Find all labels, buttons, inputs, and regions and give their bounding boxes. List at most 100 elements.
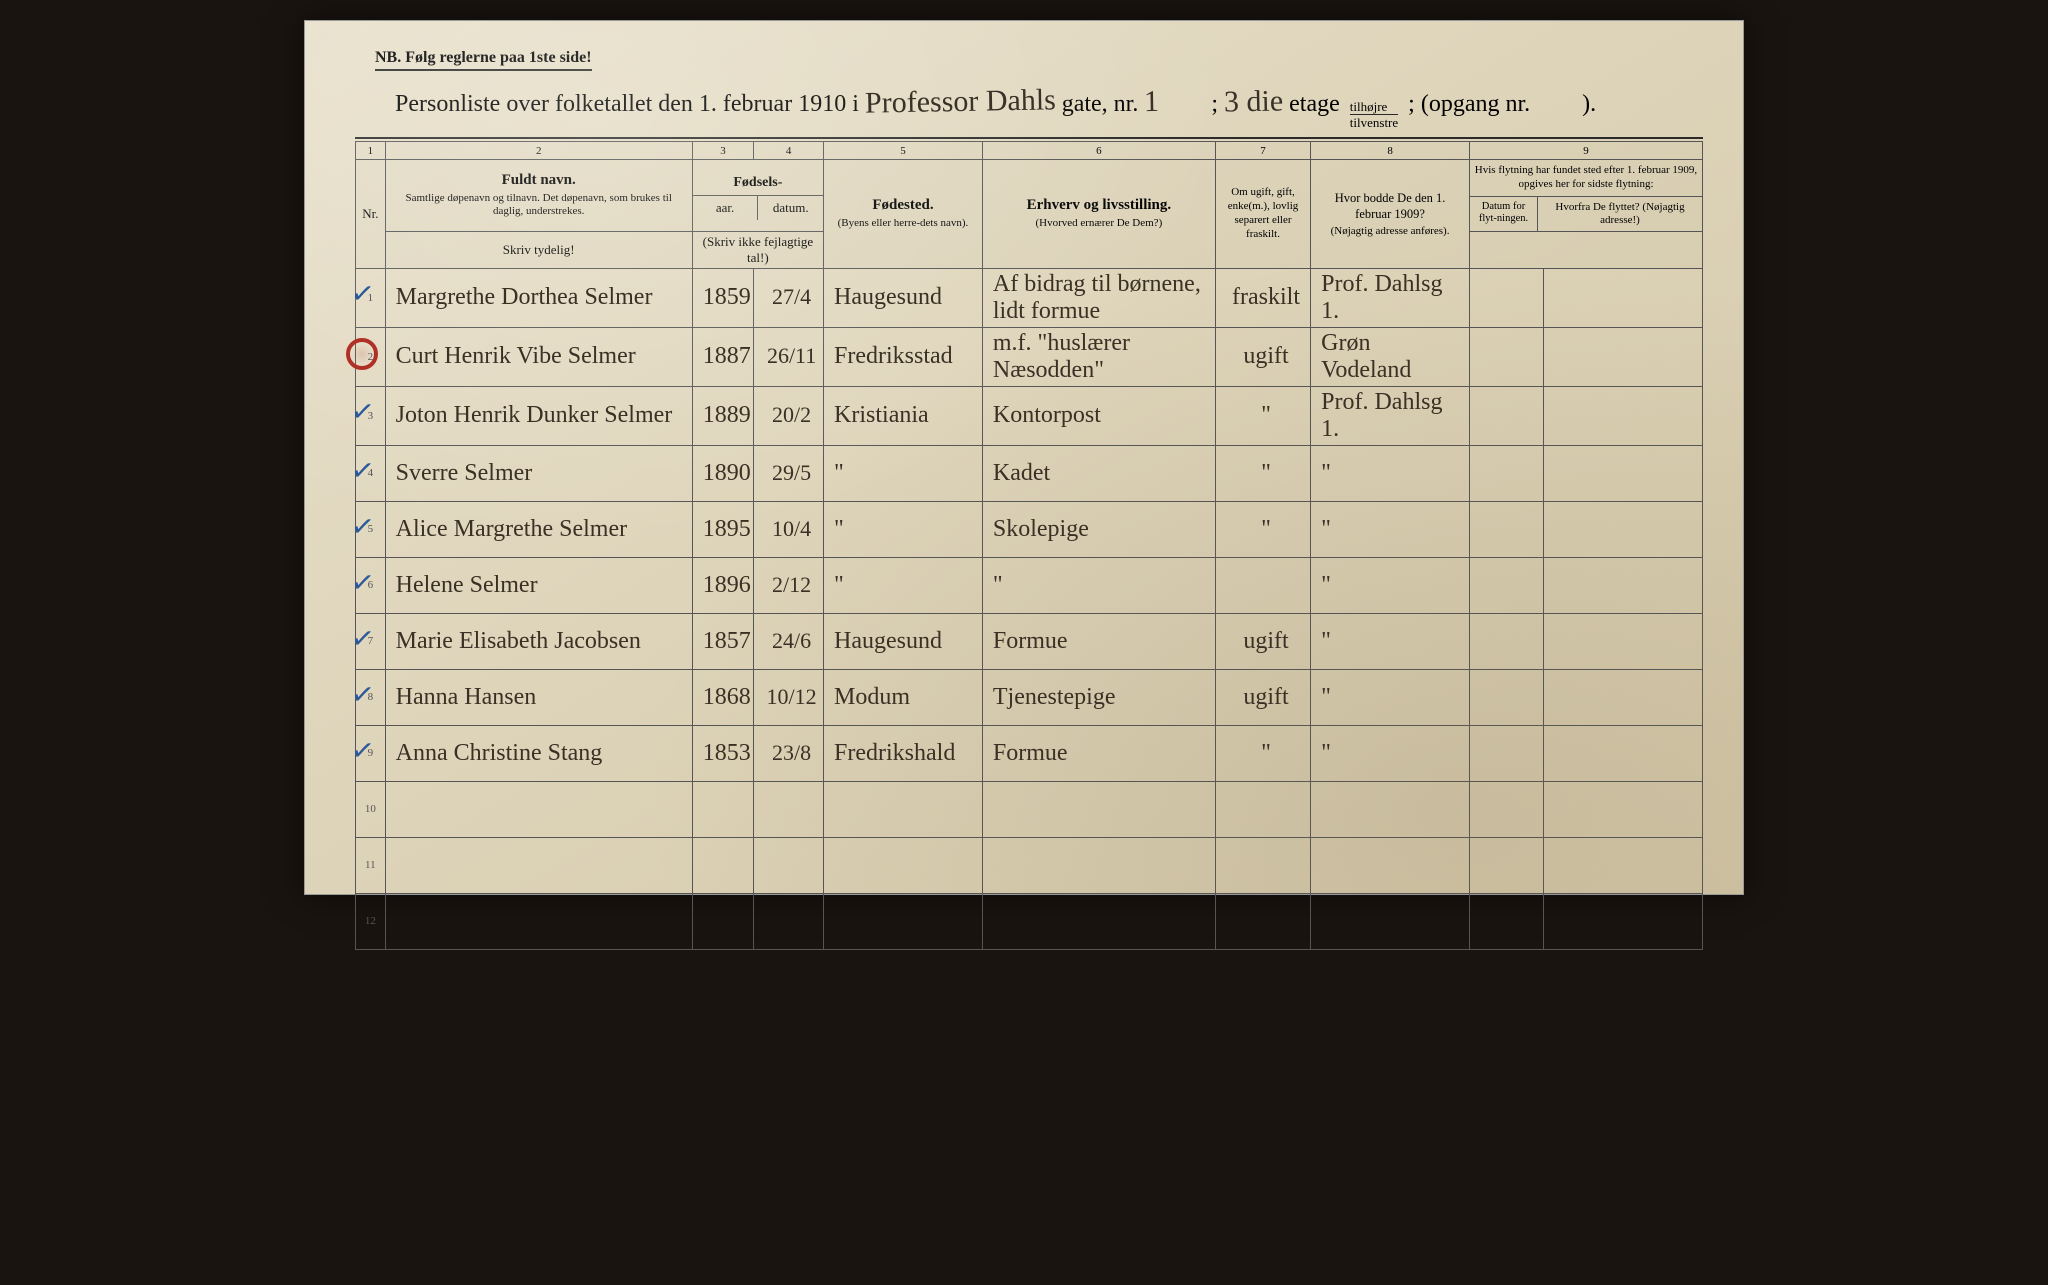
- cell-addr: [1311, 837, 1470, 893]
- cell-mar: ": [1215, 501, 1310, 557]
- cell-date: 23/8: [754, 725, 824, 781]
- row-number: 9✓: [356, 725, 386, 781]
- frac-top: tilhøjre: [1350, 100, 1398, 115]
- cell-mar: fraskilt: [1215, 268, 1310, 327]
- cell-year: 1859: [692, 268, 753, 327]
- census-page: NB. Følg reglerne paa 1ste side! Personl…: [304, 20, 1744, 895]
- cell-name: Anna Christine Stang: [385, 725, 692, 781]
- cell-place: ": [824, 445, 983, 501]
- cell-mfrom: [1544, 557, 1703, 613]
- cell-occ: Af bidrag til børnene, lidt formue: [982, 268, 1215, 327]
- cell-place: ": [824, 557, 983, 613]
- cell-addr: ": [1311, 445, 1470, 501]
- cell-occ: [982, 893, 1215, 949]
- table-row: 2Curt Henrik Vibe Selmer188726/11Fredrik…: [356, 327, 1703, 386]
- table-row: 10: [356, 781, 1703, 837]
- cell-mdate: [1469, 445, 1543, 501]
- cell-mdate: [1469, 781, 1543, 837]
- cell-mar: [1215, 893, 1310, 949]
- cell-mdate: [1469, 837, 1543, 893]
- cell-addr: ": [1311, 557, 1470, 613]
- table-row: 12: [356, 893, 1703, 949]
- cell-date: 29/5: [754, 445, 824, 501]
- checkmark-icon: ✓: [349, 620, 377, 656]
- header-name-strong: Fuldt navn.: [502, 172, 576, 188]
- opgang-open: ; (opgang nr.: [1408, 91, 1530, 118]
- checkmark-icon: ✓: [349, 393, 377, 429]
- header-prev-addr-top: Hvor bodde De den 1. februar 1909?: [1335, 191, 1446, 221]
- row-number: 10: [356, 781, 386, 837]
- colnum-3: 3: [692, 142, 753, 160]
- header-name: Fuldt navn. Samtlige døpenavn og tilnavn…: [385, 160, 692, 232]
- cell-place: [824, 781, 983, 837]
- header-prev-addr: Hvor bodde De den 1. februar 1909? (Nøja…: [1311, 160, 1470, 269]
- cell-mfrom: [1544, 613, 1703, 669]
- cell-mar: [1215, 837, 1310, 893]
- header-move-date: Datum for flyt-ningen.: [1470, 197, 1538, 231]
- gate-label: gate, nr.: [1062, 91, 1139, 118]
- checkmark-icon: ✓: [349, 676, 377, 712]
- cell-mar: ugift: [1215, 327, 1310, 386]
- cell-mar: [1215, 557, 1310, 613]
- cell-addr: ": [1311, 725, 1470, 781]
- opgang-close: ).: [1582, 91, 1596, 118]
- cell-year: 1896: [692, 557, 753, 613]
- table-row: 4✓Sverre Selmer189029/5"Kadet"": [356, 445, 1703, 501]
- cell-place: Fredriksstad: [824, 327, 983, 386]
- cell-date: 26/11: [754, 327, 824, 386]
- cell-place: Haugesund: [824, 613, 983, 669]
- cell-year: [692, 781, 753, 837]
- floor-handwritten: 3 die: [1224, 84, 1284, 119]
- header-move: Hvis flytning har fundet sted efter 1. f…: [1469, 160, 1702, 232]
- cell-mdate: [1469, 268, 1543, 327]
- cell-place: [824, 837, 983, 893]
- cell-occ: [982, 837, 1215, 893]
- checkmark-icon: ✓: [349, 275, 377, 311]
- cell-year: 1853: [692, 725, 753, 781]
- cell-occ: Tjenestepige: [982, 669, 1215, 725]
- table-body: 1✓Margrethe Dorthea Selmer185927/4Hauges…: [356, 268, 1703, 949]
- cell-year: 1889: [692, 386, 753, 445]
- cell-addr: Prof. Dahlsg 1.: [1311, 268, 1470, 327]
- frac-bot: tilvenstre: [1350, 115, 1398, 129]
- header-row: Nr. Fuldt navn. Samtlige døpenavn og til…: [356, 160, 1703, 232]
- cell-occ: Formue: [982, 725, 1215, 781]
- cell-mfrom: [1544, 445, 1703, 501]
- census-table: 1 2 3 4 5 6 7 8 9 Nr. Fuldt navn. Samtli…: [355, 141, 1703, 950]
- cell-name: Marie Elisabeth Jacobsen: [385, 613, 692, 669]
- header-birth: Fødsels- aar. datum.: [692, 160, 823, 232]
- cell-date: [754, 893, 824, 949]
- cell-mfrom: [1544, 781, 1703, 837]
- nb-notice: NB. Følg reglerne paa 1ste side!: [375, 49, 592, 71]
- cell-date: 27/4: [754, 268, 824, 327]
- header-prev-addr-sub: (Nøjagtig adresse anføres).: [1315, 225, 1465, 239]
- row-number: 6✓: [356, 557, 386, 613]
- cell-mdate: [1469, 893, 1543, 949]
- cell-place: Kristiania: [824, 386, 983, 445]
- semicolon: ;: [1211, 91, 1218, 118]
- cell-mdate: [1469, 386, 1543, 445]
- table-row: 9✓Anna Christine Stang185323/8Fredriksha…: [356, 725, 1703, 781]
- cell-mfrom: [1544, 893, 1703, 949]
- checkmark-icon: ✓: [349, 508, 377, 544]
- table-row: 8✓Hanna Hansen186810/12ModumTjenestepige…: [356, 669, 1703, 725]
- direction-fraction: tilhøjre tilvenstre: [1350, 100, 1398, 129]
- title-prefix: Personliste over folketallet den 1. febr…: [395, 91, 859, 118]
- cell-mar: ": [1215, 445, 1310, 501]
- red-circle-icon: [346, 338, 378, 370]
- table-row: 1✓Margrethe Dorthea Selmer185927/4Hauges…: [356, 268, 1703, 327]
- cell-mdate: [1469, 613, 1543, 669]
- cell-name: Hanna Hansen: [385, 669, 692, 725]
- cell-mfrom: [1544, 837, 1703, 893]
- colnum-2: 2: [385, 142, 692, 160]
- cell-year: 1857: [692, 613, 753, 669]
- cell-mdate: [1469, 669, 1543, 725]
- cell-mfrom: [1544, 669, 1703, 725]
- checkmark-icon: ✓: [349, 452, 377, 488]
- cell-occ: Skolepige: [982, 501, 1215, 557]
- cell-mdate: [1469, 725, 1543, 781]
- cell-place: ": [824, 501, 983, 557]
- row-number: 1✓: [356, 268, 386, 327]
- cell-name: Joton Henrik Dunker Selmer: [385, 386, 692, 445]
- cell-date: 10/12: [754, 669, 824, 725]
